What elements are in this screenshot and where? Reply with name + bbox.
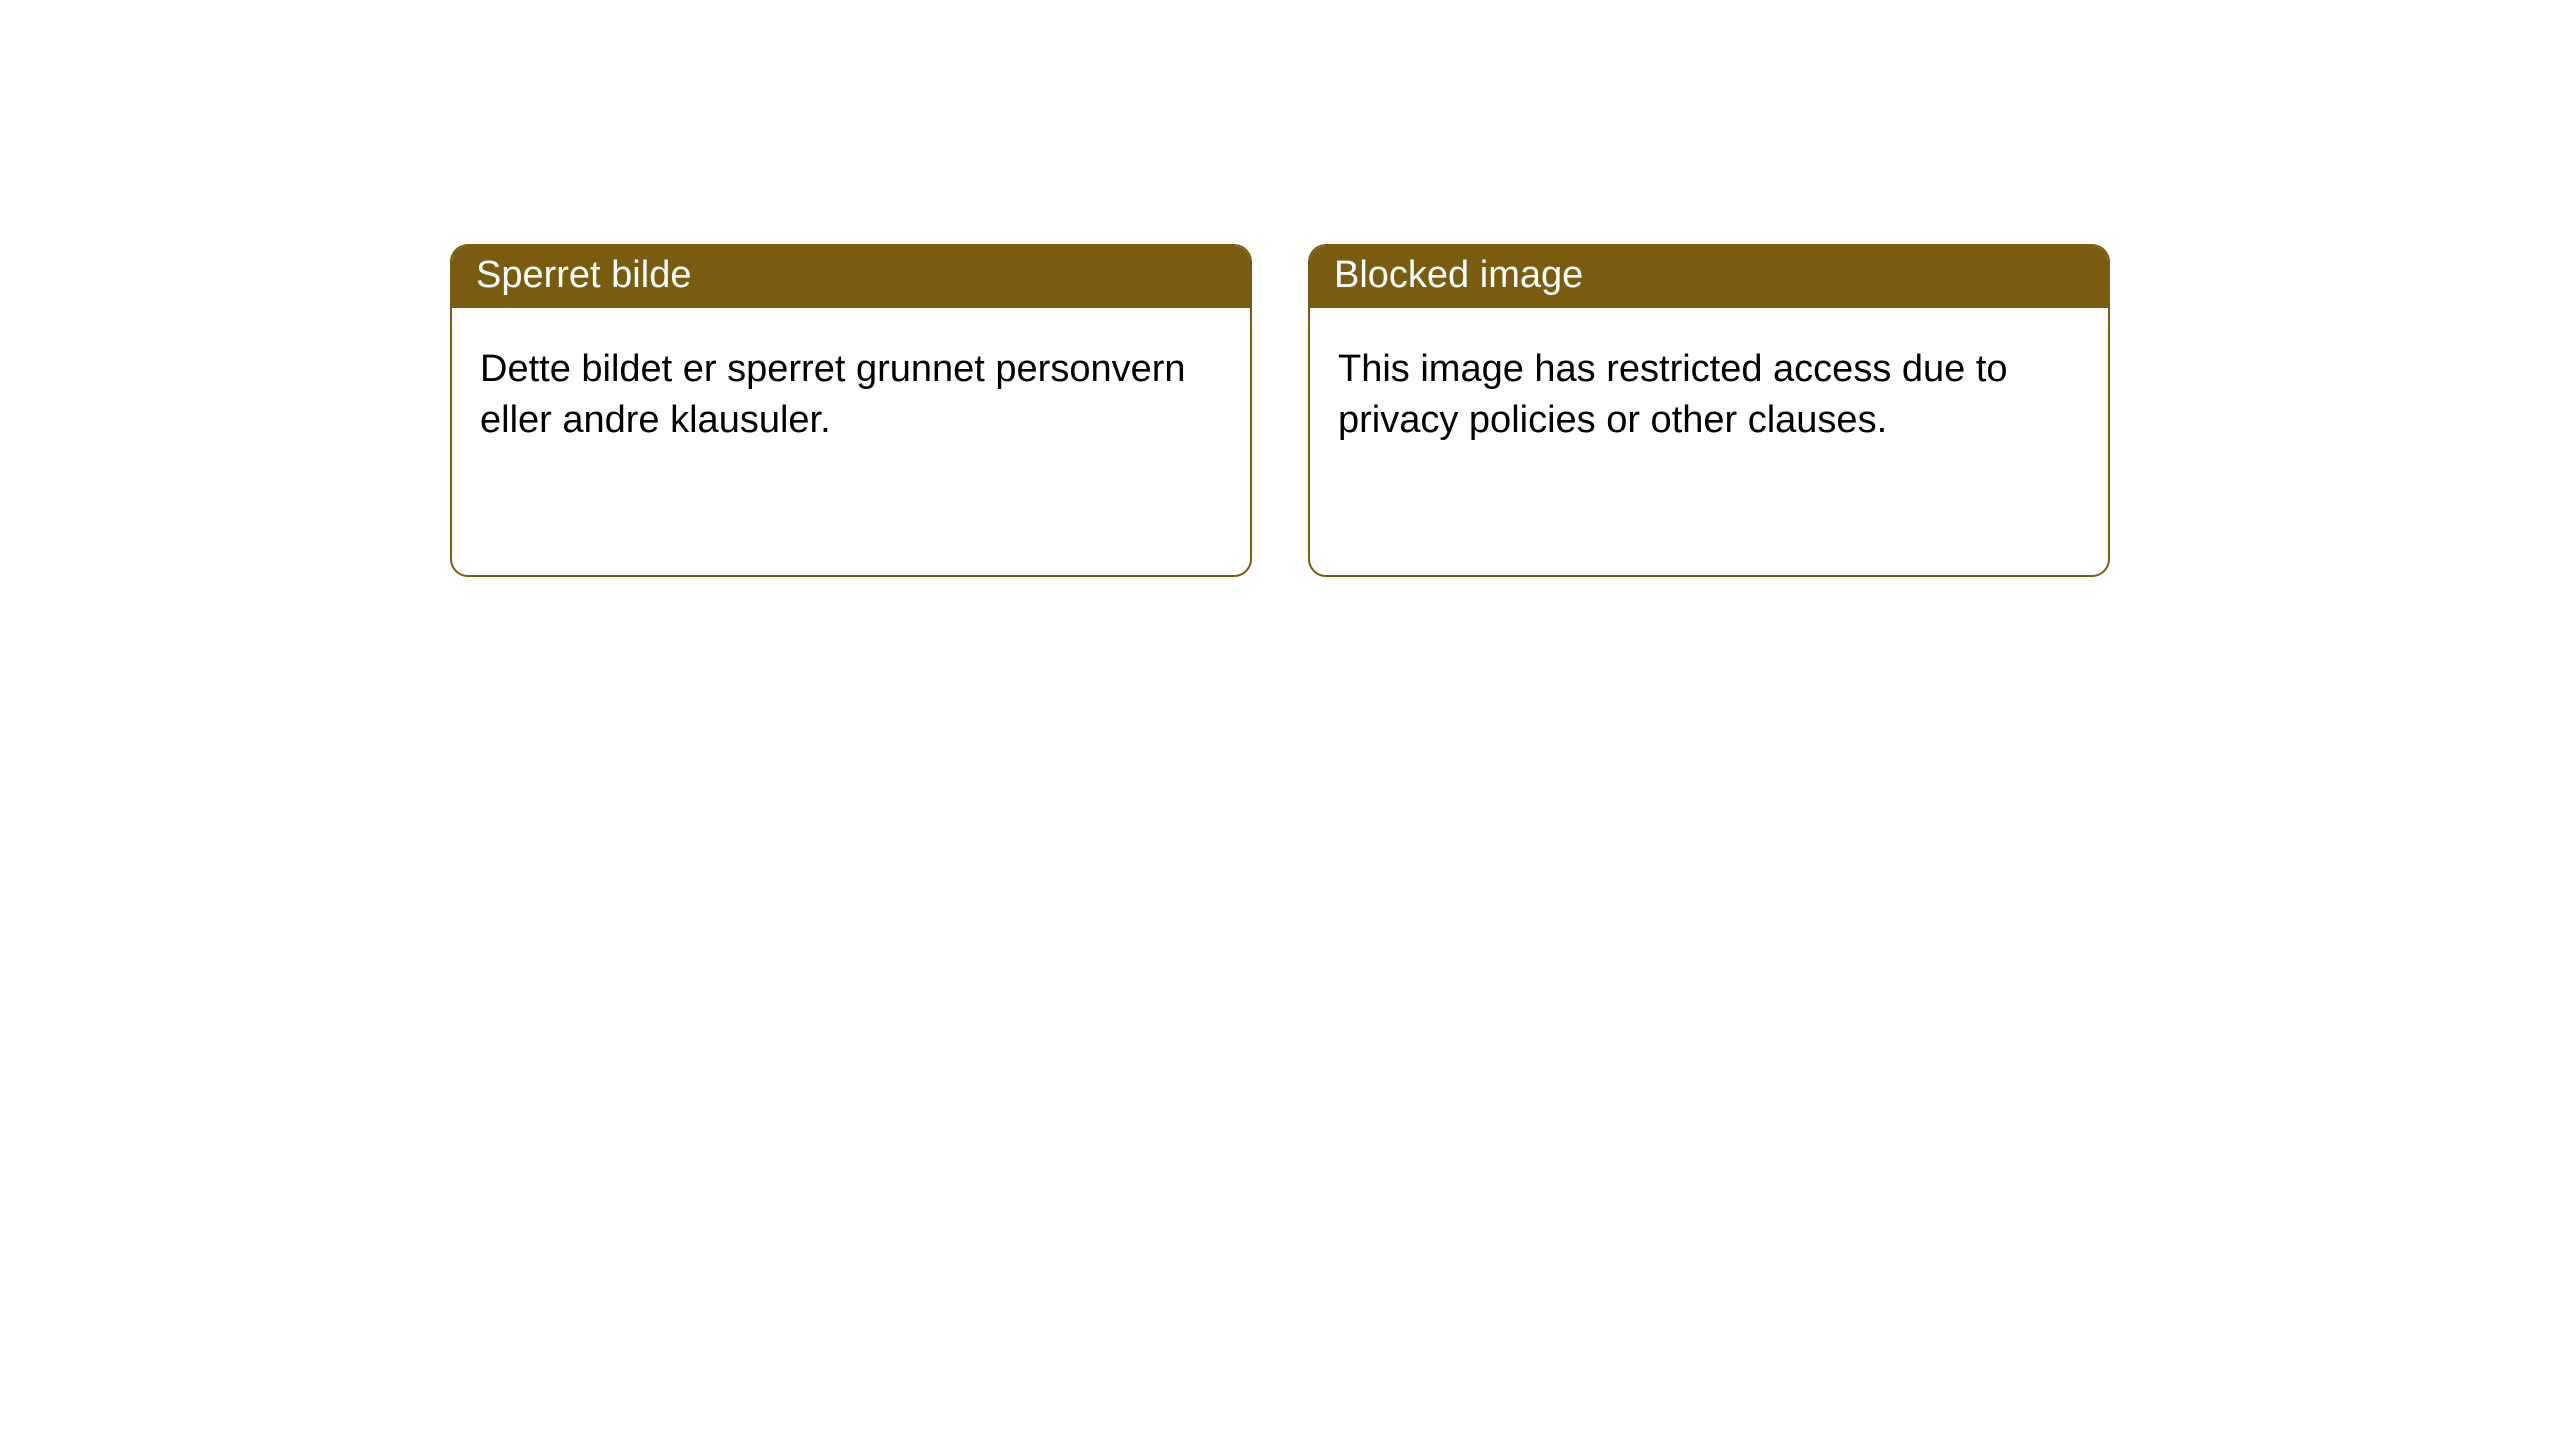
card-header-no: Sperret bilde bbox=[452, 246, 1250, 308]
card-body-no: Dette bildet er sperret grunnet personve… bbox=[452, 308, 1250, 483]
card-body-en: This image has restricted access due to … bbox=[1310, 308, 2108, 483]
blocked-image-card-en: Blocked image This image has restricted … bbox=[1308, 244, 2110, 577]
card-row: Sperret bilde Dette bildet er sperret gr… bbox=[0, 0, 2560, 577]
card-header-en: Blocked image bbox=[1310, 246, 2108, 308]
blocked-image-card-no: Sperret bilde Dette bildet er sperret gr… bbox=[450, 244, 1252, 577]
